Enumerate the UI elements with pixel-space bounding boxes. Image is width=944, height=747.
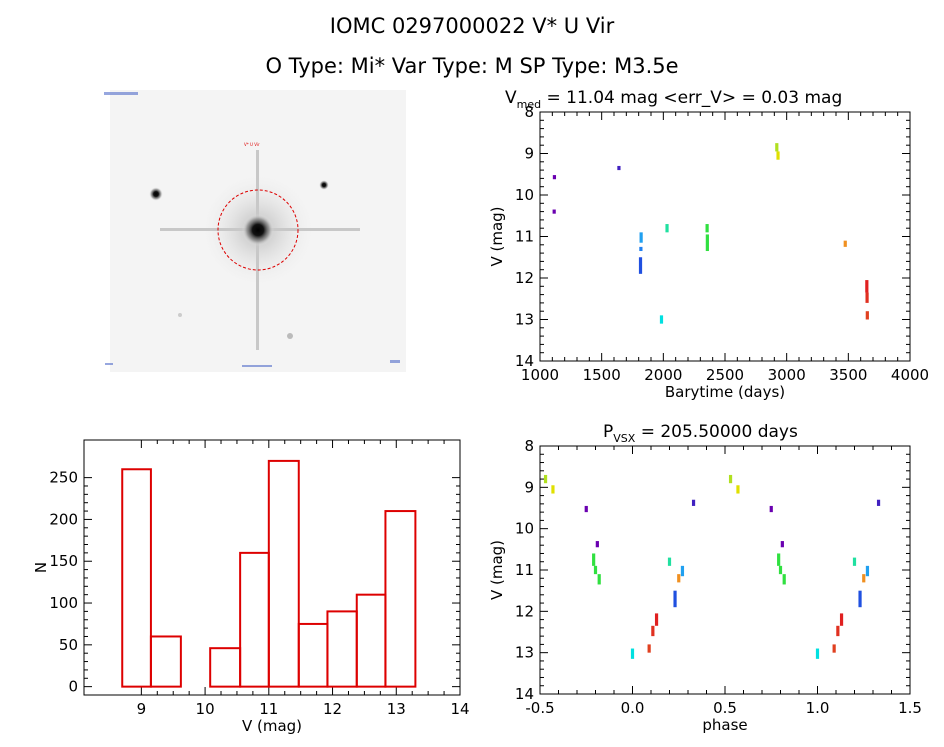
x-tick-label: 3000 <box>768 366 806 384</box>
x-tick-label: 0.5 <box>713 699 737 717</box>
x-tick-label: 0.0 <box>621 699 645 717</box>
y-tick-label: 11 <box>515 228 534 246</box>
x-axis-label: phase <box>702 716 747 734</box>
y-tick-label: 8 <box>524 103 534 121</box>
x-tick-label: 1500 <box>583 366 621 384</box>
histogram-bar <box>121 468 152 688</box>
y-tick-label: 200 <box>49 510 78 528</box>
x-tick-label: 1000 <box>521 366 559 384</box>
figure-subtitle: O Type: Mi* Var Type: M SP Type: M3.5e <box>265 54 679 78</box>
y-tick-label: 10 <box>515 186 534 204</box>
x-tick-label: 13 <box>387 700 406 718</box>
target-circle <box>217 189 299 271</box>
image-caption-mark <box>105 363 113 365</box>
y-tick-label: 100 <box>49 594 78 612</box>
plot-frame <box>83 439 461 696</box>
chart-title: PVSX = 205.50000 days <box>603 422 798 445</box>
phase-panel: -0.5 0.0 0.5 1.0 1.5 8 9 10 11 12 13 14 phase V (mag)… <box>488 422 922 734</box>
y-tick-label: 150 <box>49 552 78 570</box>
y-tick-label: 12 <box>515 269 534 287</box>
chart-title: Vmed = 11.04 mag <err_V> = 0.03 mag <box>505 88 842 111</box>
x-tick-label: 14 <box>450 700 469 718</box>
y-tick-label: 0 <box>68 678 78 696</box>
histogram-bar <box>297 622 329 688</box>
x-axis-label: V (mag) <box>242 717 302 735</box>
target-marker-label: V* U Vir <box>244 142 260 147</box>
x-tick-label: 2500 <box>706 366 744 384</box>
figure-title: IOMC 0297000022 V* U Vir <box>329 14 615 38</box>
y-tick-label: 50 <box>59 636 78 654</box>
field-star <box>287 333 293 339</box>
target-star <box>242 214 274 246</box>
y-tick-label: 12 <box>515 602 534 620</box>
x-tick-label: 11 <box>259 700 278 718</box>
x-tick-label: 1.0 <box>806 699 830 717</box>
x-tick-label: 9 <box>137 700 147 718</box>
x-tick-label: 1.5 <box>898 699 922 717</box>
sky-image: V* U Vir <box>104 90 406 372</box>
histogram-bar <box>355 593 387 688</box>
x-tick-label: -0.5 <box>525 699 554 717</box>
y-axis-label: N <box>32 562 50 573</box>
histogram-bar <box>326 610 358 688</box>
lightcurve-panel: 1000 1500 2000 2500 3000 3500 4000 8 9 10 11 12 13 14… <box>488 88 929 401</box>
field-star <box>149 187 163 201</box>
x-tick-label: 2000 <box>644 366 682 384</box>
x-tick-label: 12 <box>323 700 342 718</box>
histogram-bar <box>239 551 270 688</box>
histogram-bar <box>384 510 417 688</box>
y-tick-label: 14 <box>515 352 534 370</box>
image-caption-mark <box>104 92 138 95</box>
histogram-bar <box>267 459 300 688</box>
x-axis-label: Barytime (days) <box>665 383 785 401</box>
field-star <box>178 313 182 317</box>
y-tick-label: 9 <box>524 145 534 163</box>
y-tick-label: 250 <box>49 469 78 487</box>
histogram-panel: 9 10 11 12 13 14 0 50 100 150 200 250 V (mag) N <box>32 439 470 735</box>
diffraction-spike-v <box>256 150 259 350</box>
y-tick-label: 14 <box>515 685 534 703</box>
histogram-bar <box>149 635 182 688</box>
x-tick-label: 10 <box>196 700 215 718</box>
image-caption-mark <box>390 360 400 363</box>
y-tick-label: 9 <box>524 478 534 496</box>
plot-frame <box>539 111 911 362</box>
y-tick-label: 10 <box>515 520 534 538</box>
x-tick-label: 3500 <box>829 366 867 384</box>
x-tick-label: 4000 <box>891 366 929 384</box>
y-tick-label: 11 <box>515 561 534 579</box>
y-tick-label: 8 <box>524 437 534 455</box>
y-axis-label: V (mag) <box>488 206 506 266</box>
histogram-bar <box>209 647 242 688</box>
image-caption-mark <box>242 365 272 367</box>
y-tick-label: 13 <box>515 644 534 662</box>
y-tick-label: 13 <box>515 311 534 329</box>
field-star <box>319 180 329 190</box>
y-axis-label: V (mag) <box>488 540 506 600</box>
